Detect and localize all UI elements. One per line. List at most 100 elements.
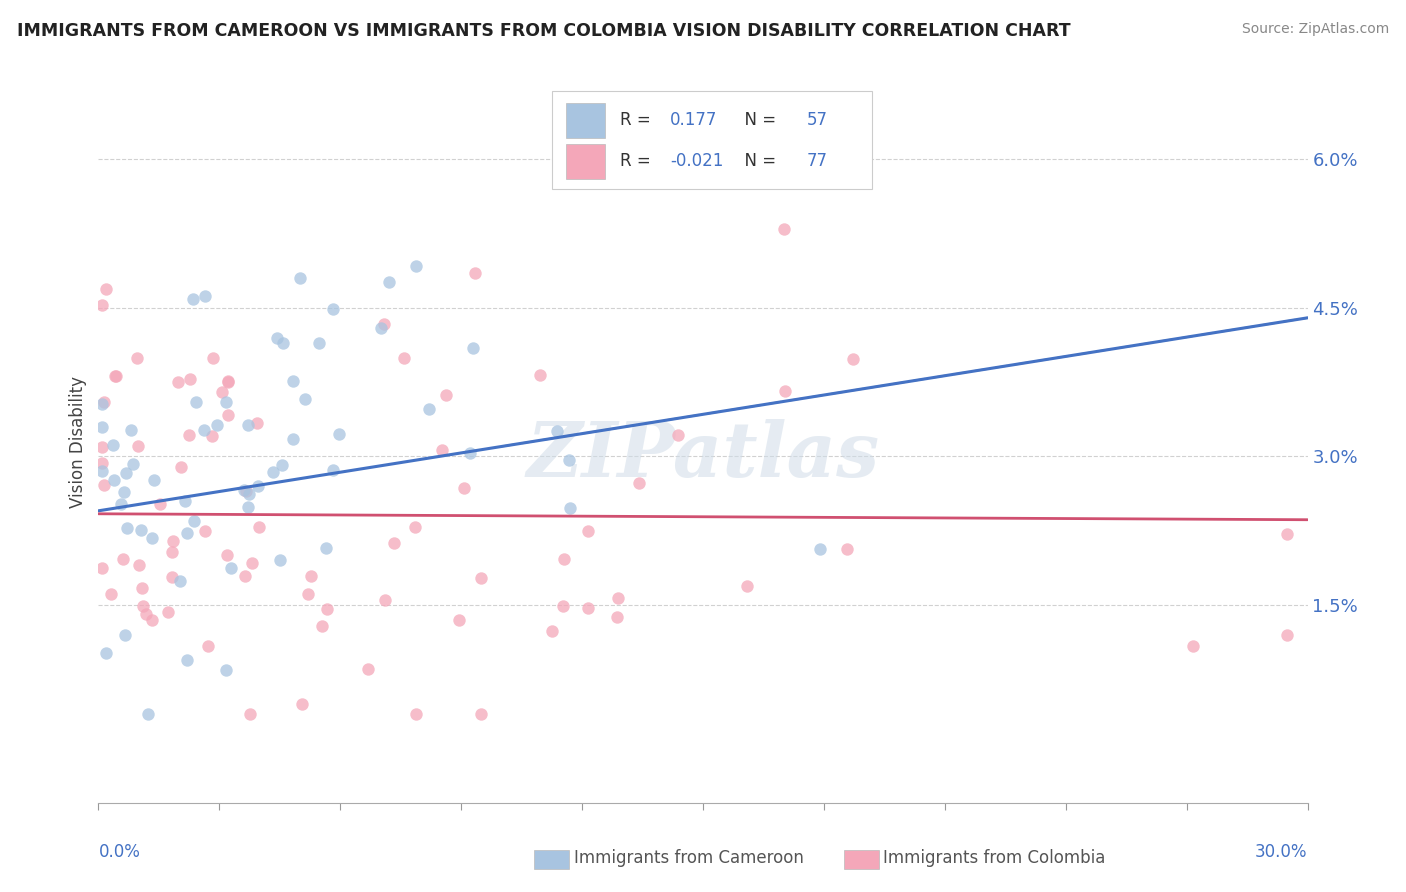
- Point: [430, 442, 453, 457]
- Point: [115, 466, 138, 480]
- Point: [1182, 640, 1205, 654]
- Point: [127, 351, 149, 366]
- Point: [470, 706, 492, 721]
- Point: [135, 607, 157, 621]
- Point: [181, 293, 204, 307]
- Point: [110, 497, 132, 511]
- Point: [269, 553, 291, 567]
- Point: [194, 289, 217, 303]
- Point: [290, 698, 312, 712]
- Text: 57: 57: [807, 112, 828, 129]
- Point: [141, 532, 163, 546]
- Point: [236, 500, 259, 515]
- Point: [1277, 627, 1299, 641]
- Point: [737, 579, 759, 593]
- Point: [211, 384, 233, 399]
- Text: N =: N =: [734, 112, 782, 129]
- Point: [405, 706, 427, 721]
- Point: [156, 605, 179, 619]
- Point: [170, 459, 193, 474]
- Text: R =: R =: [620, 112, 655, 129]
- Point: [464, 267, 486, 281]
- Point: [374, 592, 396, 607]
- Point: [114, 628, 136, 642]
- Point: [193, 423, 215, 437]
- Point: [377, 275, 399, 289]
- Point: [91, 298, 114, 312]
- Point: [128, 558, 150, 573]
- Point: [247, 520, 270, 534]
- Point: [169, 574, 191, 588]
- Point: [322, 301, 344, 316]
- Point: [461, 342, 484, 356]
- Point: [322, 463, 344, 477]
- Point: [103, 473, 125, 487]
- Point: [297, 587, 319, 601]
- Text: 0.0%: 0.0%: [98, 843, 141, 861]
- Point: [205, 418, 228, 433]
- Point: [666, 428, 689, 442]
- Point: [129, 523, 152, 537]
- Point: [122, 457, 145, 471]
- Point: [236, 418, 259, 433]
- Point: [373, 317, 395, 331]
- Point: [91, 441, 114, 455]
- Point: [179, 428, 201, 442]
- Point: [238, 486, 260, 500]
- Point: [112, 485, 135, 500]
- Point: [835, 541, 858, 556]
- Point: [217, 375, 239, 389]
- Point: [541, 624, 564, 638]
- Point: [773, 384, 796, 398]
- Point: [219, 560, 242, 574]
- Point: [447, 613, 470, 627]
- Point: [194, 524, 217, 538]
- Point: [281, 432, 304, 446]
- Point: [810, 542, 832, 557]
- Point: [112, 552, 135, 566]
- Point: [93, 477, 115, 491]
- Text: R =: R =: [620, 153, 655, 170]
- Point: [558, 500, 581, 515]
- Point: [240, 556, 263, 570]
- Text: 30.0%: 30.0%: [1256, 843, 1308, 861]
- Point: [162, 534, 184, 549]
- Point: [576, 600, 599, 615]
- Point: [149, 497, 172, 511]
- Text: -0.021: -0.021: [671, 153, 724, 170]
- Text: 77: 77: [807, 153, 828, 170]
- Text: N =: N =: [734, 153, 782, 170]
- Point: [576, 524, 599, 538]
- Point: [271, 336, 294, 351]
- Point: [104, 369, 127, 384]
- Point: [120, 423, 142, 437]
- Point: [232, 483, 254, 497]
- Point: [299, 568, 322, 582]
- Text: IMMIGRANTS FROM CAMEROON VS IMMIGRANTS FROM COLOMBIA VISION DISABILITY CORRELATI: IMMIGRANTS FROM CAMEROON VS IMMIGRANTS F…: [17, 22, 1070, 40]
- Point: [91, 397, 114, 411]
- Point: [91, 420, 114, 434]
- Point: [91, 560, 114, 574]
- Point: [94, 282, 117, 296]
- Text: Source: ZipAtlas.com: Source: ZipAtlas.com: [1241, 22, 1389, 37]
- Point: [141, 613, 163, 627]
- Point: [186, 395, 208, 409]
- Point: [217, 409, 239, 423]
- Point: [197, 640, 219, 654]
- Point: [470, 570, 492, 584]
- Point: [179, 372, 201, 386]
- Point: [174, 494, 197, 508]
- Point: [606, 591, 628, 606]
- Point: [183, 514, 205, 528]
- Point: [200, 429, 222, 443]
- Point: [1277, 527, 1299, 541]
- Point: [606, 610, 628, 624]
- Point: [166, 376, 188, 390]
- FancyBboxPatch shape: [551, 91, 872, 189]
- Point: [311, 619, 333, 633]
- Point: [233, 569, 256, 583]
- Point: [628, 475, 651, 490]
- Point: [328, 426, 350, 441]
- Point: [215, 663, 238, 677]
- Point: [288, 271, 311, 285]
